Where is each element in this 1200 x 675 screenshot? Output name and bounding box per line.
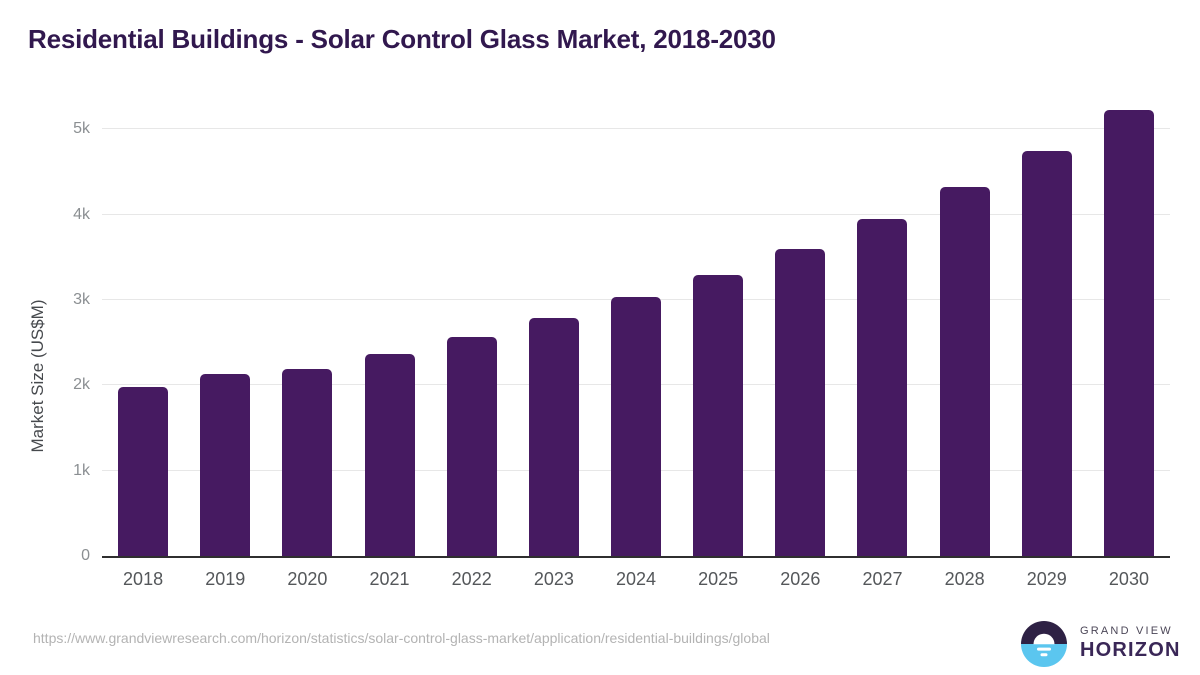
- bar-2026[interactable]: [775, 249, 826, 556]
- x-tick-label-2030: 2030: [1108, 569, 1149, 589]
- bar-2028[interactable]: [939, 187, 990, 556]
- x-tick-label-2027: 2027: [862, 569, 903, 589]
- bar-slot-2021: [348, 105, 430, 556]
- x-axis-labels: 2018 2019 2020 2021 2022 2023 2024 2025 2026 2027…: [102, 569, 1170, 590]
- y-tick-label-0: 0: [81, 547, 90, 564]
- bar-2023[interactable]: [528, 317, 579, 556]
- x-tick-label-2026: 2026: [780, 569, 821, 589]
- bar-slot-2022: [431, 105, 513, 556]
- bar-2021[interactable]: [364, 354, 415, 556]
- bar-2025[interactable]: [693, 275, 744, 556]
- bar-2020[interactable]: [282, 369, 333, 556]
- gridline-4k: [102, 213, 1170, 215]
- bar-slot-2028: [924, 105, 1006, 556]
- x-tick-label-2019: 2019: [205, 569, 246, 589]
- logo-brand-line1: GRAND VIEW: [1080, 624, 1173, 637]
- grand-view-horizon-logo: GRAND VIEW HORIZON: [1021, 621, 1181, 667]
- y-axis-title: Market Size (US$M): [28, 299, 47, 453]
- x-tick-label-2029: 2029: [1026, 569, 1067, 589]
- y-tick-label-2k: 2k: [73, 376, 90, 394]
- y-tick-label-3k: 3k: [73, 291, 90, 309]
- y-tick-label-5k: 5k: [73, 120, 90, 138]
- logo-brand-line2: HORIZON: [1080, 638, 1181, 661]
- horizon-sun-icon: [1021, 621, 1067, 667]
- x-tick-label-2028: 2028: [944, 569, 985, 589]
- bar-slot-2030: [1088, 105, 1170, 556]
- bar-slot-2027: [841, 105, 923, 556]
- bar-2030[interactable]: [1103, 109, 1154, 556]
- chart-title: Residential Buildings - Solar Control Gl…: [28, 24, 776, 54]
- source-url: https://www.grandviewresearch.com/horizo…: [33, 630, 770, 646]
- x-tick-label-2021: 2021: [369, 569, 410, 589]
- bar-slot-2018: [102, 105, 184, 556]
- x-tick-label-2025: 2025: [698, 569, 739, 589]
- bar-slot-2019: [184, 105, 266, 556]
- bar-slot-2026: [759, 105, 841, 556]
- bar-slot-2020: [266, 105, 348, 556]
- x-tick-label-2024: 2024: [615, 569, 657, 589]
- logo-text: GRAND VIEW HORIZON: [1080, 625, 1181, 662]
- bar-2022[interactable]: [446, 337, 497, 556]
- bar-2027[interactable]: [857, 218, 908, 556]
- bar-slot-2023: [513, 105, 595, 556]
- gridline-5k: [102, 128, 1170, 130]
- bars-container: [102, 105, 1170, 556]
- x-tick-label-2023: 2023: [533, 569, 574, 589]
- bar-slot-2025: [677, 105, 759, 556]
- x-tick-label-2018: 2018: [123, 569, 164, 589]
- bar-2024[interactable]: [611, 297, 662, 556]
- y-tick-label-4k: 4k: [73, 205, 90, 223]
- bar-2029[interactable]: [1021, 150, 1072, 556]
- bar-2018[interactable]: [118, 386, 169, 556]
- bar-slot-2029: [1006, 105, 1088, 556]
- bar-2019[interactable]: [200, 373, 251, 556]
- y-tick-label-1k: 1k: [73, 461, 90, 479]
- x-tick-label-2020: 2020: [287, 569, 328, 589]
- bar-slot-2024: [595, 105, 677, 556]
- x-tick-label-2022: 2022: [451, 569, 492, 589]
- plot-area: 2018 2019 2020 2021 2022 2023 2024 2025 2026 2027…: [73, 105, 1170, 589]
